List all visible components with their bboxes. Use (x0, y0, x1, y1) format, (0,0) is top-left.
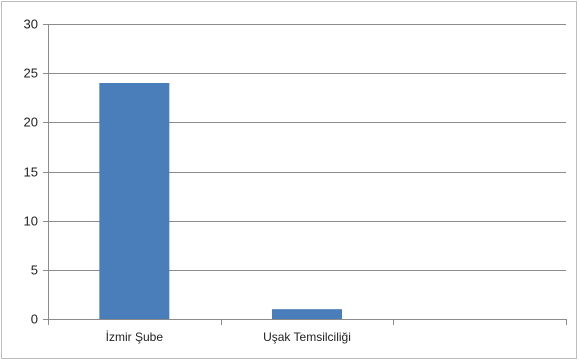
x-tick-label: Uşak Temsilciliği (263, 330, 351, 344)
y-tick-label: 0 (31, 312, 38, 327)
y-tick-labels: 0 5 10 15 20 25 30 (24, 17, 38, 327)
bar (272, 309, 342, 319)
bar (99, 83, 170, 319)
y-tick-label: 20 (24, 115, 38, 130)
x-tick-label: İzmir Şube (106, 330, 164, 344)
y-tick-label: 30 (24, 17, 38, 32)
y-tick-label: 25 (24, 66, 38, 81)
axes (43, 24, 567, 325)
bars (99, 83, 342, 319)
y-tick-label: 5 (31, 263, 38, 278)
x-tick-labels: İzmir Şube Uşak Temsilciliği (106, 330, 351, 344)
y-tick-label: 15 (24, 165, 38, 180)
y-tick-label: 10 (24, 214, 38, 229)
